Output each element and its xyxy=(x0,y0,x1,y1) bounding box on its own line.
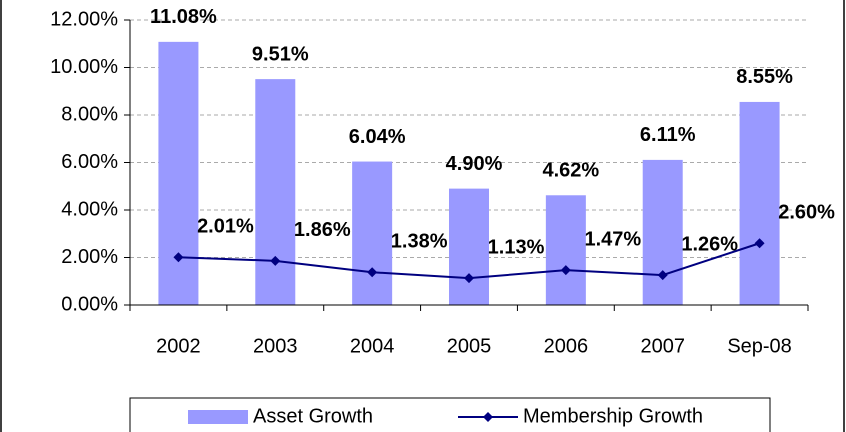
x-tick-label: 2005 xyxy=(447,335,492,357)
line-marker xyxy=(657,270,668,281)
data-label: 8.55% xyxy=(736,66,793,88)
data-label: 4.90% xyxy=(446,153,503,175)
x-tick-label: 2002 xyxy=(156,335,201,357)
x-tick-label: 2006 xyxy=(544,335,589,357)
data-label: 6.04% xyxy=(349,126,406,148)
bar xyxy=(158,41,199,305)
x-tick-label: Sep-08 xyxy=(727,335,792,357)
data-label: 2.01% xyxy=(197,216,254,238)
legend-marker xyxy=(483,412,493,422)
line-marker xyxy=(754,238,765,249)
line-marker xyxy=(173,252,184,263)
x-tick-label: 2004 xyxy=(350,335,395,357)
data-label: 2.60% xyxy=(778,202,835,224)
bar xyxy=(449,188,489,305)
legend-label: Membership Growth xyxy=(523,405,703,427)
y-tick-label: 8.00% xyxy=(61,103,118,125)
y-tick-label: 2.00% xyxy=(61,246,118,268)
y-tick-label: 4.00% xyxy=(61,198,118,220)
data-label: 6.11% xyxy=(640,124,696,146)
data-label: 1.26% xyxy=(681,233,738,255)
data-label: 1.86% xyxy=(294,219,351,241)
data-label: 1.38% xyxy=(391,231,448,253)
y-tick-label: 6.00% xyxy=(61,151,118,173)
bar xyxy=(255,79,296,305)
y-tick-label: 10.00% xyxy=(50,56,118,78)
data-label: 11.08% xyxy=(150,6,217,28)
x-tick-label: 2007 xyxy=(640,335,685,357)
line-marker xyxy=(367,267,378,278)
x-tick-label: 2003 xyxy=(253,335,298,357)
line-marker xyxy=(464,273,474,284)
bar xyxy=(642,159,683,305)
y-tick-label: 12.00% xyxy=(50,8,118,30)
line-marker xyxy=(560,265,571,276)
bar xyxy=(545,195,586,305)
legend-swatch xyxy=(188,410,248,424)
data-label: 4.62% xyxy=(542,160,599,182)
bar xyxy=(352,161,393,305)
legend-label: Asset Growth xyxy=(253,405,373,427)
bar xyxy=(739,101,780,305)
data-label: 1.13% xyxy=(488,236,545,258)
data-label: 9.51% xyxy=(252,43,309,65)
y-tick-label: 0.00% xyxy=(61,293,118,315)
line-marker xyxy=(270,255,281,266)
data-label: 1.47% xyxy=(584,228,641,250)
